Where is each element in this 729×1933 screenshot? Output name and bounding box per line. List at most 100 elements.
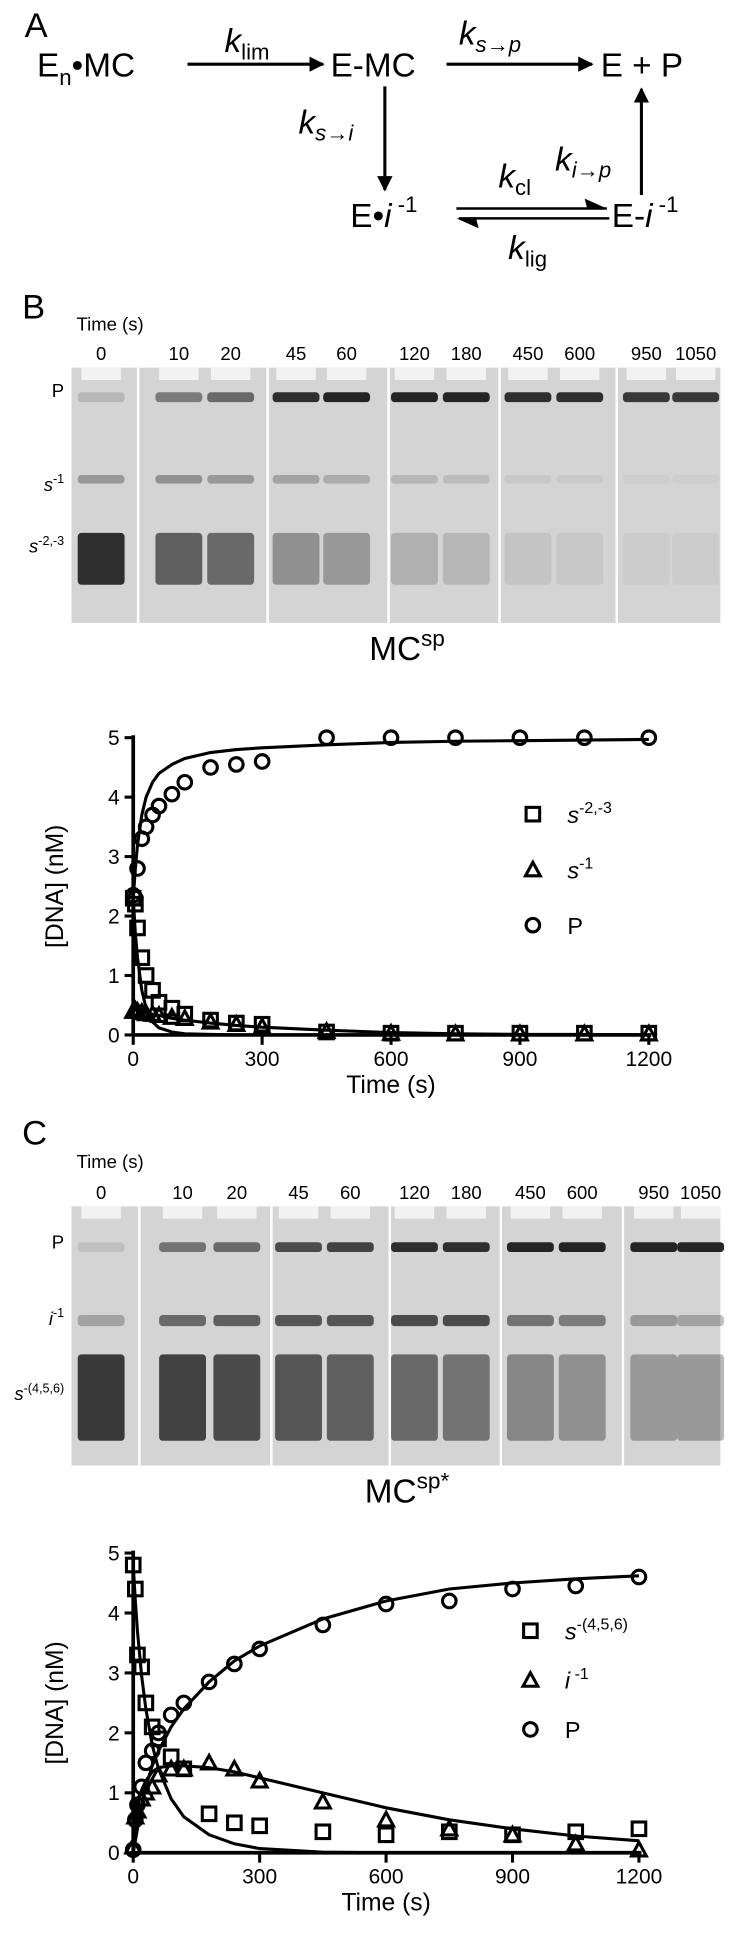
data-point <box>133 1658 150 1676</box>
scheme-node: E-MC <box>331 48 416 85</box>
gel-well <box>217 1206 257 1219</box>
x-tick-label: 300 <box>242 1866 277 1889</box>
node-text: E• <box>350 198 384 235</box>
time-point: 60 <box>336 343 357 364</box>
row-label-base: s <box>14 1383 23 1404</box>
rate-sub: lim <box>241 39 269 64</box>
legend-label: i -1 <box>565 1666 589 1694</box>
node-sup: -1 <box>392 192 418 217</box>
node-italic: i <box>645 198 654 235</box>
time-point: 20 <box>220 343 241 364</box>
rate-constant: klim <box>224 23 269 64</box>
row-label: s-(4,5,6) <box>14 1381 64 1404</box>
legend-label-sup: -1 <box>570 1666 589 1683</box>
gel-well <box>276 367 316 380</box>
fit-line <box>131 1564 639 1855</box>
data-point <box>251 1817 268 1835</box>
node-sup: -1 <box>653 192 679 217</box>
data-point <box>163 785 181 803</box>
gel-band <box>207 392 255 403</box>
data-point <box>126 1580 144 1598</box>
gel-band <box>677 1242 725 1253</box>
legend-label-base: s <box>567 802 579 828</box>
rate-constant: ks→i <box>299 104 355 145</box>
time-point: 950 <box>638 1182 669 1203</box>
data-point <box>447 729 464 747</box>
data-point <box>377 1826 395 1844</box>
data-point <box>249 1770 270 1789</box>
y-tick-label: 2 <box>108 905 120 928</box>
gel-well <box>81 367 121 380</box>
data-point <box>129 1646 146 1664</box>
gel-band <box>323 474 371 484</box>
data-point <box>228 756 245 773</box>
gel-band <box>207 532 255 585</box>
gel-well <box>510 1206 551 1219</box>
data-point <box>175 1694 193 1712</box>
data-point <box>200 1673 218 1691</box>
y-tick-label: 1 <box>108 1782 120 1805</box>
data-point <box>382 729 400 747</box>
gel-band <box>623 475 670 484</box>
data-point <box>226 1814 243 1832</box>
time-point: 600 <box>564 343 595 364</box>
gel-well <box>680 1206 721 1219</box>
gel-well <box>446 367 486 380</box>
rate-k: k <box>224 23 243 60</box>
data-point <box>199 1752 220 1771</box>
gel-band <box>442 1354 490 1441</box>
gel-well <box>210 367 251 380</box>
gel-well <box>394 1206 435 1219</box>
gel-band <box>77 1354 125 1441</box>
data-point <box>439 1818 460 1837</box>
gel-band <box>506 1314 554 1327</box>
time-point: 1050 <box>675 343 716 364</box>
gel-band <box>275 1354 322 1441</box>
time-point: 120 <box>399 1182 430 1203</box>
gel-well <box>560 367 600 380</box>
gel-band <box>677 1314 725 1327</box>
x-tick-label: 1200 <box>626 1048 673 1071</box>
row-label: P <box>52 1231 64 1252</box>
data-point <box>176 773 194 791</box>
data-point <box>445 1023 466 1042</box>
panel-label: B <box>22 288 45 326</box>
row-label-base: s <box>29 536 38 557</box>
data-point <box>567 1577 585 1595</box>
legend-label-base: i <box>565 1668 571 1694</box>
gel-band <box>556 474 604 484</box>
data-point <box>440 1592 458 1610</box>
data-point <box>150 1724 167 1742</box>
time-point: 45 <box>286 343 307 364</box>
gel-well <box>326 367 367 380</box>
data-point <box>124 1841 142 1859</box>
x-tick-label: 0 <box>127 1048 139 1071</box>
gel-band <box>77 1242 125 1253</box>
row-label: s-2,-3 <box>29 534 64 557</box>
row-label-base: s <box>44 474 53 495</box>
legend-marker <box>524 805 542 823</box>
gel-well <box>159 367 199 380</box>
rate-constant: kcl <box>498 159 531 200</box>
row-label: P <box>52 380 64 401</box>
time-point: 0 <box>96 343 106 364</box>
scheme-node: E•i -1 <box>350 192 417 235</box>
rate-k: k <box>555 141 574 178</box>
gel-well <box>394 367 435 380</box>
y-tick-label: 1 <box>108 965 120 988</box>
legend-label-sup: -2,-3 <box>579 800 612 817</box>
gel-well <box>626 367 667 380</box>
x-tick-label: 1200 <box>616 1866 663 1889</box>
data-point <box>127 889 144 907</box>
y-tick-label: 3 <box>108 846 120 869</box>
gel-band <box>155 392 203 403</box>
y-tick-label: 0 <box>108 1024 120 1047</box>
data-point <box>630 1568 648 1586</box>
data-point <box>127 895 144 913</box>
node-sub: n <box>59 65 71 90</box>
data-point <box>202 759 219 776</box>
time-point: 180 <box>451 343 482 364</box>
gel-band <box>326 1314 374 1327</box>
